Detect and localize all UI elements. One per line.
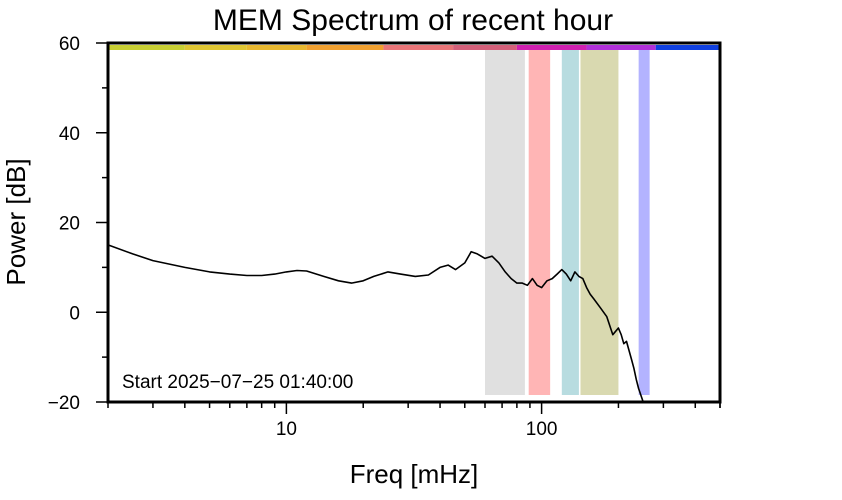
y-tick-label: −20: [48, 393, 80, 414]
axis-ticks: 10 100 −20 0 20 40 60: [48, 34, 721, 440]
frequency-band-2: [528, 49, 551, 395]
top-strip-segment-6: [453, 45, 517, 50]
spectrum-line-layer: [107, 244, 644, 403]
x-axis-label: Freq [mHz]: [350, 459, 479, 489]
frequency-band-4: [580, 49, 619, 395]
frequency-band-1: [484, 49, 525, 395]
top-strip-segment-4: [306, 45, 384, 50]
top-strip-segment-7: [516, 45, 587, 50]
top-strip-segment-2: [184, 45, 247, 50]
y-tick-label: 40: [59, 124, 80, 145]
chart-title: MEM Spectrum of recent hour: [213, 4, 613, 37]
spectrum-line-1: [107, 244, 644, 403]
top-strip-segment-3: [246, 45, 307, 50]
y-axis-label: Power [dB]: [1, 158, 31, 285]
x-tick-label: 10: [276, 419, 297, 440]
y-tick-label: 20: [59, 214, 80, 235]
top-strip-segment-1: [108, 45, 185, 50]
frequency-band-5: [638, 49, 650, 395]
y-tick-label: 60: [59, 34, 80, 55]
x-tick-label: 100: [526, 419, 558, 440]
top-strip-segment-5: [383, 45, 454, 50]
top-strip-segment-9: [655, 45, 720, 50]
top-strip-segment-8: [586, 45, 656, 50]
top-color-strip: [108, 45, 720, 50]
frequency-band-3: [561, 49, 579, 395]
y-tick-label: 0: [69, 303, 80, 324]
frequency-bands: [484, 49, 650, 395]
start-time-annotation: Start 2025−07−25 01:40:00: [122, 372, 353, 393]
